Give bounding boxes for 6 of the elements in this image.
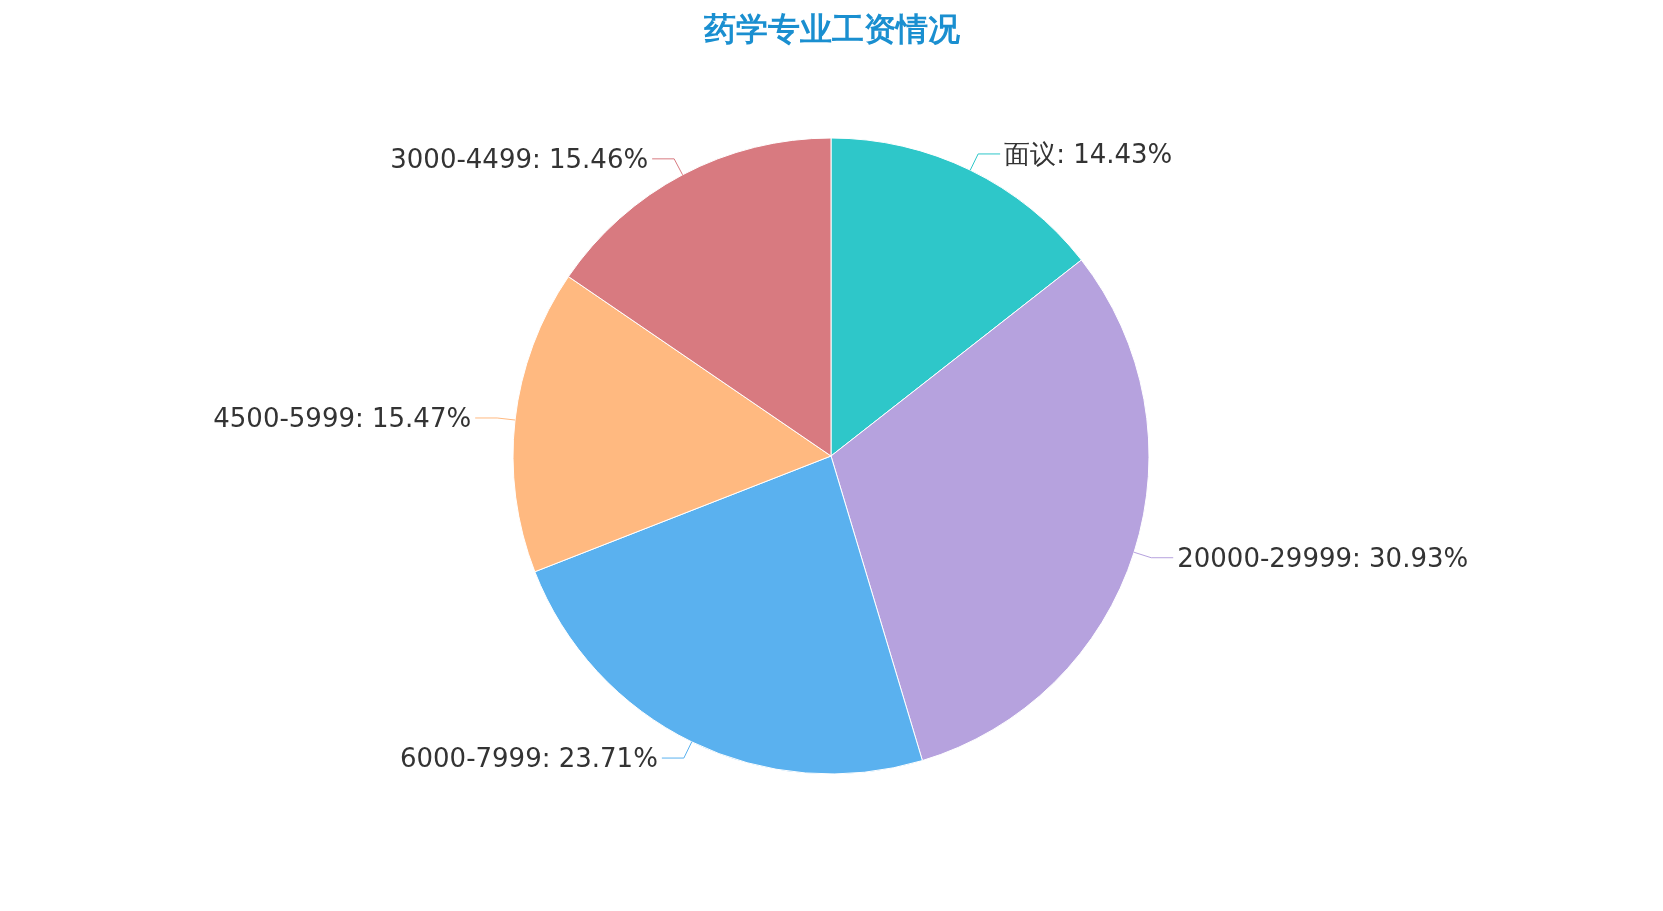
chart-title: 药学专业工资情况 bbox=[702, 10, 961, 48]
slice-label: 4500-5999: 15.47% bbox=[213, 403, 472, 434]
slice-label: 3000-4499: 15.46% bbox=[390, 143, 649, 174]
slice-label: 6000-7999: 23.71% bbox=[399, 743, 658, 774]
slice-label: 面议: 14.43% bbox=[1004, 139, 1173, 170]
slice-label: 20000-29999: 30.93% bbox=[1177, 542, 1469, 573]
